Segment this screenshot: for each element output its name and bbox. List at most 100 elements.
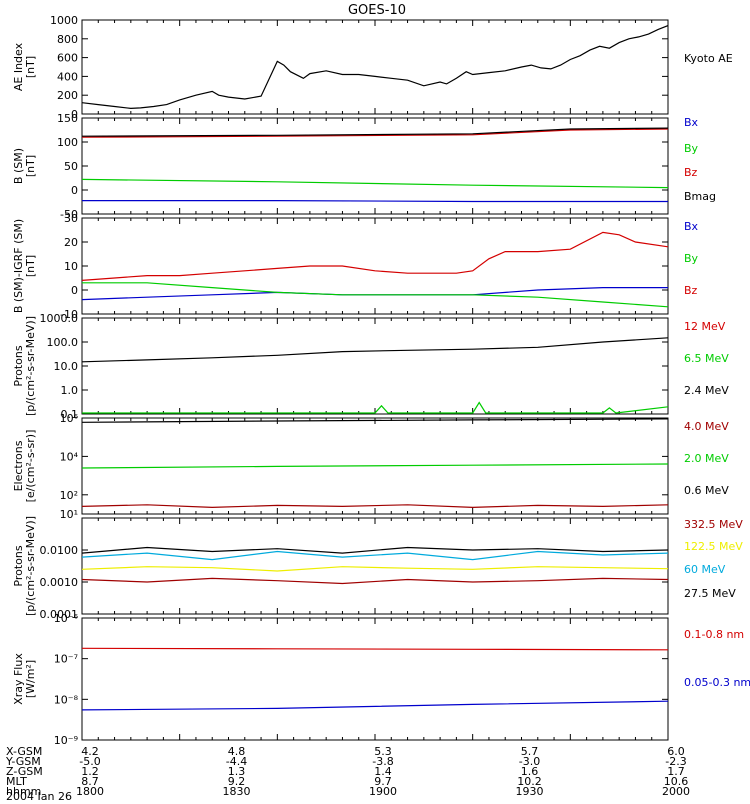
panel-bsmigrf: -10 0 10 20 30 B (SM)-IGRF (SM) [nT] Bx By Bz	[12, 212, 699, 321]
panel-frame	[81, 317, 669, 415]
series-line-bx	[82, 200, 668, 203]
legend-entry: 4.0 MeV	[684, 420, 729, 433]
legend-entry: 0.05-0.3 nm	[684, 676, 750, 689]
y-axis-label: Electrons	[12, 440, 25, 491]
footer-value: -3.8	[372, 755, 393, 768]
y-tick-label: 200	[57, 89, 78, 102]
panel-frame	[81, 617, 669, 741]
series-line-6-5-mev	[82, 401, 668, 414]
footer-value: 1800	[76, 785, 104, 798]
footer-value: 9.2	[228, 775, 246, 788]
panel-xray: 10⁻⁹ 10⁻⁸ 10⁻⁷ 10⁻⁶ Xray Flux [W/m²] 0.1-0.8 n…	[12, 612, 750, 747]
y-axis-label: Protons	[12, 545, 25, 586]
series-line-122-5-mev	[82, 566, 668, 572]
footer-row-label: Y-GSM	[5, 755, 41, 768]
y-tick-label: 400	[57, 70, 78, 83]
series-line-27-5-mev	[82, 546, 668, 554]
y-tick-label: 20	[64, 236, 78, 249]
y-axis-label: Xray Flux	[12, 653, 25, 705]
series-line-by	[82, 178, 668, 189]
legend-entry: 60 MeV	[684, 563, 726, 576]
y-tick-label: 0.0010	[40, 576, 79, 589]
y-tick-label: 0	[71, 284, 78, 297]
legend-entry: 12 MeV	[684, 320, 726, 333]
y-axis-label: Protons	[12, 345, 25, 386]
series-line-kyoto-ae	[82, 25, 668, 110]
y-tick-label: 0	[71, 184, 78, 197]
legend-entry: 122.5 MeV	[684, 540, 743, 553]
y-tick-label: 0.0100	[40, 544, 79, 557]
footer-value: 9.7	[374, 775, 392, 788]
legend-entry: Bmag	[684, 190, 716, 203]
series-line-by	[82, 282, 668, 308]
y-tick-label: 1000.0	[40, 312, 79, 325]
panel-frame	[81, 19, 669, 115]
footer-value: 1.3	[228, 765, 246, 778]
series-line-4-0-mev	[82, 504, 668, 509]
footer-value: 6.0	[667, 745, 685, 758]
y-tick-label: 10	[64, 260, 78, 273]
footer-value: 5.3	[374, 745, 392, 758]
y-axis-label: B (SM)-IGRF (SM)	[12, 219, 25, 313]
y-tick-label: 800	[57, 33, 78, 46]
legend-entry: 332.5 MeV	[684, 518, 743, 531]
y-tick-label: 10²	[60, 489, 78, 502]
panel-protons1: 0.1 1.0 10.0 100.0 1000.0 Protons [p/(cm²-s-sr…	[12, 312, 729, 421]
y-tick-label: 10⁴	[60, 450, 79, 463]
y-tick-label: 0.0001	[40, 608, 79, 621]
footer-row-label: hhmm	[6, 785, 41, 798]
legend-entry: 27.5 MeV	[684, 587, 736, 600]
legend-entry: Kyoto AE	[684, 52, 733, 65]
y-tick-label: 10⁻⁹	[54, 734, 78, 747]
series-line-0-1-0-8-nm	[82, 647, 668, 651]
series-line-0-6-mev	[82, 418, 668, 423]
series-line-2-0-mev	[82, 463, 668, 469]
panel-frame	[81, 217, 669, 315]
footer-value: 2000	[662, 785, 690, 798]
y-axis-label: [W/m²]	[24, 660, 37, 698]
y-axis-label: [nT]	[24, 155, 37, 177]
legend-entry: Bz	[684, 284, 698, 297]
y-tick-label: 1000	[50, 14, 78, 27]
panel-protons2: 0.0001 0.0010 0.0100 Protons [p/(cm²-s-sr-Me…	[12, 516, 743, 621]
panel-ae: 0 200 400 600 800 1000 AE Index [nT] Kyoto AE	[12, 14, 733, 121]
footer-row-label: Z-GSM	[6, 765, 43, 778]
y-tick-label: 100	[57, 136, 78, 149]
y-tick-label: 30	[64, 212, 78, 225]
footer-value: 1.6	[521, 765, 539, 778]
y-tick-label: 100.0	[47, 336, 79, 349]
y-axis-label: AE Index	[12, 42, 25, 91]
footer-value: 4.2	[81, 745, 99, 758]
footer-value: 10.2	[517, 775, 542, 788]
y-tick-label: 10.0	[54, 360, 79, 373]
footer-value: 1930	[516, 785, 544, 798]
footer-value: -2.3	[665, 755, 686, 768]
footer-value: 1.7	[667, 765, 685, 778]
y-tick-label: 1.0	[61, 384, 79, 397]
footer-value: 1900	[369, 785, 397, 798]
legend-entry: Bz	[684, 166, 698, 179]
y-tick-label: -10	[60, 308, 78, 321]
series-line-60-mev	[82, 550, 668, 561]
y-axis-label: [p/(cm²-s-sr-MeV)]	[24, 516, 37, 616]
y-tick-label: 50	[64, 160, 78, 173]
y-axis-label: [p/(cm²-s-sr-MeV)]	[24, 316, 37, 416]
legend-entry: By	[684, 252, 699, 265]
y-tick-label: 0	[71, 108, 78, 121]
footer-value: 4.8	[228, 745, 246, 758]
y-tick-label: 0.1	[61, 408, 79, 421]
legend-entry: 2.4 MeV	[684, 384, 729, 397]
panel-bsm: -50 0 50 100 150 B (SM) [nT] Bx By Bz Bmag	[12, 112, 716, 221]
panel-frame	[81, 517, 669, 615]
legend-entry: Bx	[684, 220, 699, 233]
footer-value: 8.7	[81, 775, 99, 788]
y-tick-label: 150	[57, 112, 78, 125]
series-line-332-5-mev	[82, 577, 668, 585]
footer-value: 1830	[223, 785, 251, 798]
panel-frame	[81, 117, 669, 215]
footer-value: 5.7	[521, 745, 539, 758]
series-line-0-05-0-3-nm	[82, 700, 668, 711]
y-axis-label: B (SM)	[12, 148, 25, 184]
